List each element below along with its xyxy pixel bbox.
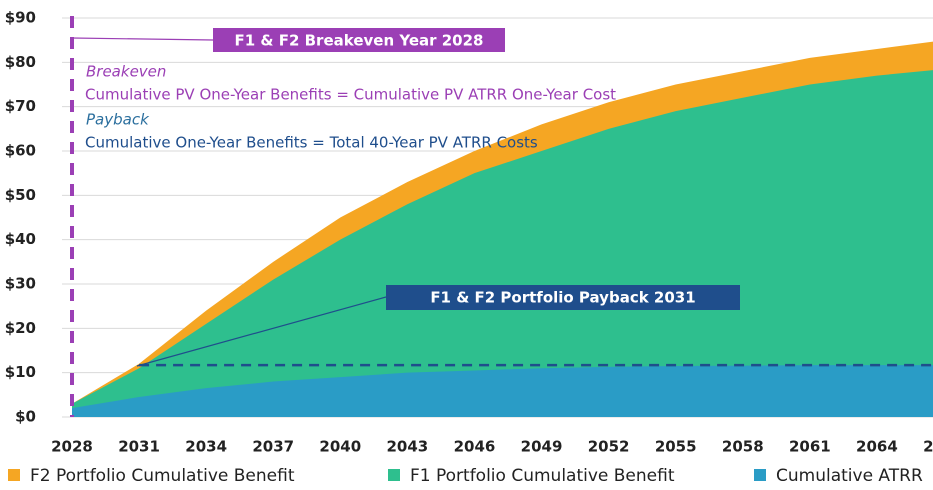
legend-swatch	[388, 469, 400, 481]
y-tick-label: $60	[5, 142, 36, 160]
x-tick-label: 2064	[856, 438, 898, 456]
y-tick-label: $50	[5, 186, 36, 204]
payback-text: Cumulative One-Year Benefits = Total 40-…	[85, 134, 538, 152]
plot-area	[62, 17, 933, 418]
x-tick-label: 2067	[923, 438, 933, 456]
payback-heading: Payback	[86, 111, 150, 129]
area	[72, 70, 933, 417]
x-tick-label: 2046	[454, 438, 496, 456]
legend-swatch	[754, 469, 766, 481]
breakeven-box-label: F1 & F2 Breakeven Year 2028	[235, 32, 484, 50]
x-tick-label: 2061	[789, 438, 831, 456]
breakeven-heading: Breakeven	[86, 63, 166, 81]
x-tick-label: 2049	[521, 438, 563, 456]
leader-line	[71, 37, 214, 41]
payback-box-label: F1 & F2 Portfolio Payback 2031	[430, 289, 695, 307]
legend-label: Cumulative ATRR	[776, 466, 923, 486]
x-tick-label: 2058	[722, 438, 764, 456]
y-tick-label: $70	[5, 97, 36, 115]
x-tick-label: 2040	[319, 438, 361, 456]
breakeven-box	[213, 28, 505, 52]
x-tick-label: 2037	[252, 438, 294, 456]
x-tick-label: 2031	[118, 438, 160, 456]
y-tick-label: $80	[5, 53, 36, 71]
payback-box	[386, 285, 740, 310]
annotations: F1 & F2 Breakeven Year 2028 Breakeven Cu…	[70, 16, 933, 417]
y-tick-label: $20	[5, 319, 36, 337]
area	[72, 365, 933, 417]
y-tick-label: $10	[5, 363, 36, 381]
legend-label: F1 Portfolio Cumulative Benefit	[410, 466, 675, 486]
y-tick-label: $40	[5, 230, 36, 248]
y-tick-label: $30	[5, 275, 36, 293]
x-tick-label: 2052	[588, 438, 630, 456]
x-tick-label: 2055	[655, 438, 697, 456]
leader-line	[136, 296, 387, 367]
x-tick-label: 2034	[185, 438, 227, 456]
y-tick-label: $0	[15, 408, 36, 426]
breakeven-text: Cumulative PV One-Year Benefits = Cumula…	[85, 86, 616, 104]
legend-label: F2 Portfolio Cumulative Benefit	[30, 466, 295, 486]
y-tick-label: $90	[5, 9, 36, 27]
legend-swatch	[8, 469, 20, 481]
x-tick-label: 2043	[387, 438, 429, 456]
x-tick-label: 2028	[51, 438, 93, 456]
